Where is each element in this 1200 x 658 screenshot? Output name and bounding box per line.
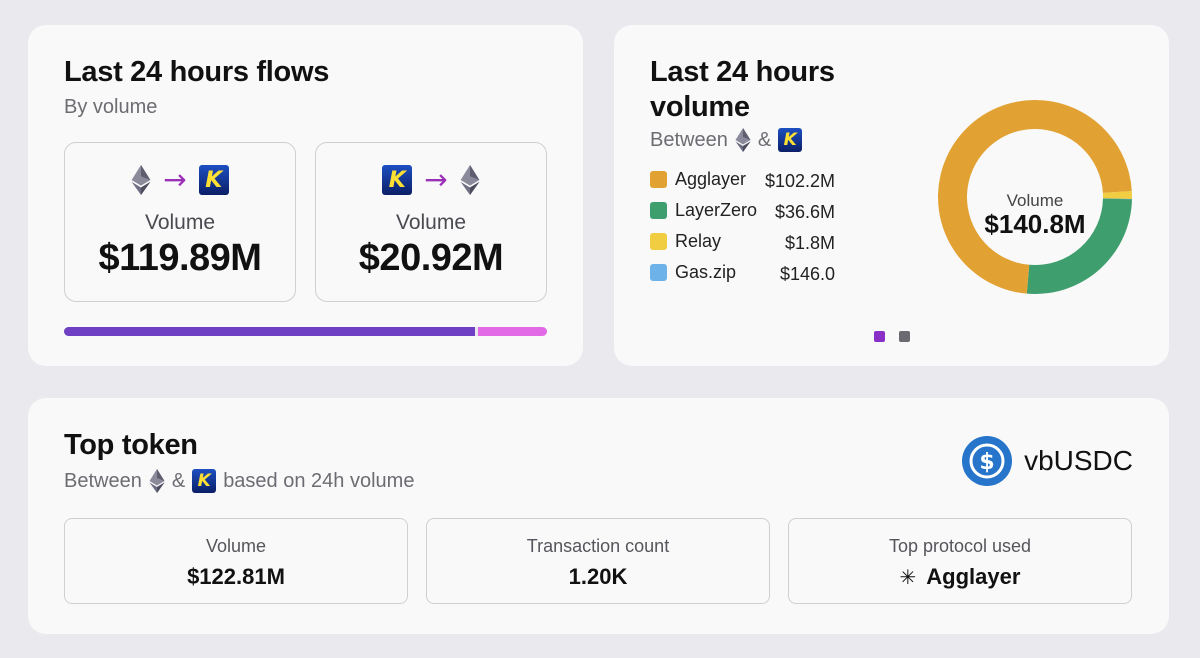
flows-subtitle: By volume: [64, 96, 158, 118]
ampersand: &: [757, 129, 772, 151]
flow-share-bar: [64, 327, 547, 336]
ampersand: &: [171, 470, 186, 492]
stat-top-protocol: Top protocol used ✳ Agglayer: [788, 518, 1132, 604]
ethereum-icon: [460, 165, 480, 195]
legend-name: LayerZero: [675, 200, 758, 220]
flow-k-to-eth-box[interactable]: K → Volume $20.92M: [315, 142, 547, 302]
volume-title-line2: volume: [650, 91, 750, 123]
legend-value: $146.0: [779, 264, 835, 284]
donut-slice-gas-zip[interactable]: [1102, 198, 1132, 200]
volume-title-line1: Last 24 hours: [650, 56, 835, 88]
ethereum-icon: [735, 128, 751, 152]
legend-item: Relay $1.8M: [650, 231, 835, 264]
volume-legend: Agglayer $102.2M LayerZero $36.6M Relay …: [650, 169, 835, 295]
arrow-right-icon: →: [163, 163, 187, 196]
top-token-card: Top token Between & K based on 24h volum…: [28, 398, 1169, 634]
donut-center-total: $140.8M: [984, 209, 1085, 239]
katana-logo-icon: K: [192, 469, 217, 493]
flow-share-k-to-eth: [477, 327, 547, 336]
stat-label: Transaction count: [526, 536, 670, 556]
legend-item: LayerZero $36.6M: [650, 200, 835, 233]
donut-center-label: Volume: [1007, 191, 1064, 210]
donut-slice-layerzero[interactable]: [1026, 198, 1132, 294]
carousel-dots: [874, 331, 910, 342]
legend-name: Agglayer: [675, 169, 747, 189]
legend-item: Agglayer $102.2M: [650, 169, 835, 202]
ethereum-icon: [149, 469, 165, 493]
stat-value: ✳ Agglayer: [789, 564, 1131, 590]
stat-value: $122.81M: [65, 564, 407, 590]
carousel-dot-active[interactable]: [874, 331, 885, 342]
stat-value-text: Agglayer: [926, 564, 1021, 589]
katana-logo-icon: K: [198, 165, 229, 195]
arrow-right-icon: →: [424, 163, 448, 196]
katana-logo-icon: K: [382, 165, 413, 195]
volume-donut-chart: Volume $140.8M: [938, 100, 1132, 294]
legend-value: $1.8M: [784, 233, 835, 253]
legend-value: $36.6M: [774, 202, 835, 222]
svg-text:$: $: [979, 450, 994, 475]
legend-swatch: [650, 233, 667, 250]
donut-slice-agglayer[interactable]: [938, 100, 1132, 294]
stat-label: Volume: [205, 536, 267, 556]
top-token-subtitle: Between & K based on 24h volume: [64, 469, 414, 493]
volume-title: Last 24 hours volume: [650, 55, 835, 125]
legend-name: Gas.zip: [675, 262, 737, 282]
carousel-dot[interactable]: [899, 331, 910, 342]
subtitle-suffix: based on 24h volume: [223, 470, 415, 492]
donut-slice-relay[interactable]: [1102, 191, 1132, 199]
legend-swatch: [650, 202, 667, 219]
flow-volume-value: $119.89M: [98, 237, 262, 279]
flow-volume-label: Volume: [144, 211, 216, 234]
stat-transaction-count: Transaction count 1.20K: [426, 518, 770, 604]
stat-label: Top protocol used: [888, 536, 1032, 556]
legend-value: $102.2M: [764, 171, 835, 191]
between-label: Between: [64, 470, 142, 492]
usdc-icon: $: [962, 436, 1013, 486]
flow-volume-label: Volume: [395, 211, 467, 234]
volume-card: Last 24 hours volume Between & K Agglaye…: [614, 25, 1169, 366]
legend-swatch: [650, 264, 667, 281]
flow-volume-value: $20.92M: [358, 237, 504, 279]
flows-title: Last 24 hours flows: [64, 56, 330, 88]
token-name: vbUSDC: [1024, 445, 1133, 476]
legend-name: Relay: [675, 231, 722, 251]
stat-value: 1.20K: [427, 564, 769, 590]
volume-between: Between & K: [650, 128, 803, 152]
agglayer-icon: ✳: [899, 565, 917, 589]
between-label: Between: [650, 129, 728, 151]
flows-card: Last 24 hours flows By volume → K Volume…: [28, 25, 583, 366]
token-badge: $ vbUSDC: [962, 436, 1133, 486]
top-token-title: Top token: [64, 429, 198, 461]
stat-value-text: $122.81M: [187, 564, 285, 589]
ethereum-icon: [131, 165, 151, 195]
stat-volume: Volume $122.81M: [64, 518, 408, 604]
legend-swatch: [650, 171, 667, 188]
legend-item: Gas.zip $146.0: [650, 262, 835, 295]
katana-logo-icon: K: [778, 128, 803, 152]
stat-value-text: 1.20K: [568, 564, 628, 589]
flow-eth-to-k-box[interactable]: → K Volume $119.89M: [64, 142, 296, 302]
flow-share-eth-to-k: [64, 327, 475, 336]
